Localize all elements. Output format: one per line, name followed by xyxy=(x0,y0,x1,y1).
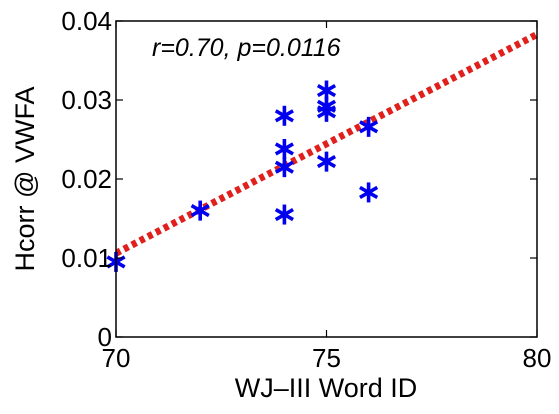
y-tick-label: 0.02 xyxy=(61,164,112,194)
data-point xyxy=(274,138,294,159)
data-point xyxy=(190,200,210,221)
y-tick-label: 0.04 xyxy=(61,6,112,36)
tick-marks xyxy=(115,20,538,338)
data-point xyxy=(274,105,294,126)
x-tick-label: 75 xyxy=(312,343,341,373)
data-point xyxy=(316,80,337,101)
data-point xyxy=(274,157,294,178)
x-tick-label: 80 xyxy=(523,343,552,373)
x-axis-label: WJ–III Word ID xyxy=(235,373,418,403)
fit-line xyxy=(116,31,537,257)
y-tick-label: 0 xyxy=(98,322,112,352)
correlation-annotation: r=0.70, p=0.0116 xyxy=(152,34,341,62)
data-point xyxy=(359,182,379,203)
data-point xyxy=(359,116,379,137)
y-tick-labels: 0 0.01 0.02 0.03 0.04 xyxy=(61,6,112,352)
data-point xyxy=(316,151,337,172)
fit-line-layer xyxy=(116,31,537,257)
data-points-layer xyxy=(106,80,379,272)
y-axis-label: Hcorr @ VWFA xyxy=(10,87,40,272)
x-tick-label: 70 xyxy=(102,343,131,373)
y-tick-label: 0.03 xyxy=(61,85,112,115)
y-tick-label: 0.01 xyxy=(61,243,112,273)
axes-box xyxy=(115,20,538,338)
data-point xyxy=(274,204,294,225)
x-tick-labels: 70 75 80 xyxy=(102,343,552,373)
